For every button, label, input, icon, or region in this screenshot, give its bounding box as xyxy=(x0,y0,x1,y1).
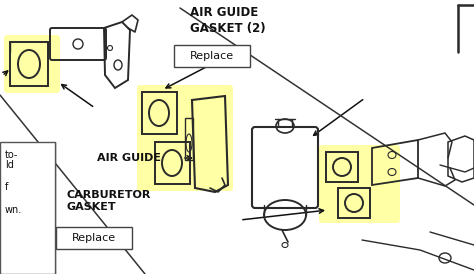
Text: AIR GUIDE
GASKET (2): AIR GUIDE GASKET (2) xyxy=(190,6,265,35)
Bar xyxy=(10,42,48,86)
Text: f: f xyxy=(5,182,9,192)
Bar xyxy=(326,152,358,182)
FancyBboxPatch shape xyxy=(137,85,233,191)
Bar xyxy=(142,92,177,134)
FancyBboxPatch shape xyxy=(4,35,60,93)
Text: ld: ld xyxy=(5,160,14,170)
FancyBboxPatch shape xyxy=(174,45,250,67)
Text: Replace: Replace xyxy=(190,51,234,61)
FancyBboxPatch shape xyxy=(56,227,132,249)
Text: wn.: wn. xyxy=(5,205,22,215)
Text: to-: to- xyxy=(5,150,18,160)
Bar xyxy=(185,118,193,160)
Text: CARBURETOR
GASKET: CARBURETOR GASKET xyxy=(67,190,151,212)
Text: AIR GUIDE: AIR GUIDE xyxy=(97,153,161,163)
Bar xyxy=(155,142,190,184)
Text: Replace: Replace xyxy=(72,233,116,243)
FancyBboxPatch shape xyxy=(319,145,400,223)
Bar xyxy=(0,142,55,274)
Bar xyxy=(338,188,370,218)
